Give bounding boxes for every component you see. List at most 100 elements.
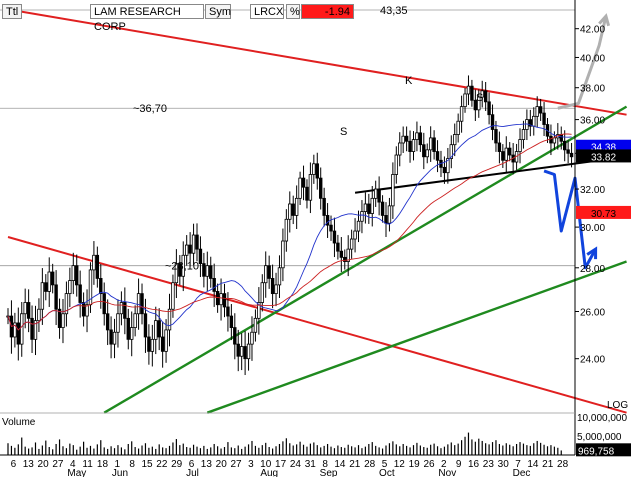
price-bar-body	[288, 203, 292, 220]
price-bar-body	[270, 278, 275, 295]
price-bar-body	[528, 119, 533, 127]
price-bar-body	[463, 93, 467, 108]
price-bar-body	[212, 278, 216, 292]
price-bar-body	[119, 302, 124, 315]
volume-tick-label: 5,000,000	[577, 432, 622, 443]
price-bar-body	[329, 224, 333, 232]
chart-annotation: K	[405, 75, 413, 87]
price-bar-body	[184, 244, 189, 256]
x-day-label: 29	[171, 459, 183, 470]
price-bar-body	[260, 282, 264, 303]
y-tick-label: 28.00	[580, 264, 605, 275]
price-bar-body	[178, 263, 182, 277]
volume-tick-label: 10,000,000	[577, 413, 627, 424]
x-month-label: Sep	[320, 468, 338, 477]
y-tick-label: 30.00	[580, 223, 605, 234]
price-bar-body	[387, 205, 392, 224]
price-bar-body	[126, 317, 130, 340]
price-bar-body	[532, 115, 536, 127]
price-bar-body	[147, 336, 151, 352]
price-bar-body	[542, 112, 546, 125]
sma-slow-line	[7, 133, 572, 331]
x-day-label: 4	[70, 459, 76, 470]
price-bar-body	[222, 293, 227, 308]
x-day-label: 8	[322, 459, 328, 470]
price-bar-body	[343, 256, 347, 262]
x-month-label: May	[67, 468, 86, 477]
x-day-label: 14	[527, 459, 539, 470]
chart-annotation: S	[340, 126, 347, 138]
price-bar-body	[453, 134, 457, 146]
x-day-label: 26	[423, 459, 435, 470]
price-bar-body	[501, 151, 505, 161]
price-bar-body	[236, 343, 240, 357]
price-bar-body	[171, 282, 175, 310]
projection-arrowhead	[586, 246, 598, 260]
x-day-label: 27	[52, 459, 64, 470]
price-bar-body	[508, 147, 512, 156]
price-bar-body	[291, 203, 295, 216]
price-bar-body	[102, 293, 106, 315]
price-bar-body	[466, 85, 471, 95]
x-day-label: 27	[230, 459, 242, 470]
price-bar-body	[257, 302, 261, 319]
x-day-label: 14	[334, 459, 346, 470]
company-name-field[interactable]: LAM RESEARCH CORP	[90, 4, 204, 33]
y-tick-label: 38.00	[580, 84, 605, 95]
price-bar-body	[26, 302, 31, 319]
price-bar-body	[191, 234, 196, 254]
price-bar-body	[360, 211, 364, 222]
price-bar-body	[494, 129, 498, 144]
price-bar-body	[250, 331, 254, 345]
price-bar-body	[130, 327, 134, 340]
x-day-label: 2	[441, 459, 447, 470]
annotation-layer: 43,35 ~36,70 ~28,10 S K S	[133, 5, 483, 273]
chart-annotation: ~28,10	[165, 261, 199, 273]
price-bar-body	[504, 147, 508, 161]
price-bar-body	[109, 329, 113, 345]
trendline	[354, 155, 627, 194]
price-bar-body	[428, 137, 433, 151]
x-day-label: 15	[141, 459, 153, 470]
price-bar-body	[78, 284, 82, 303]
x-month-label: Nov	[438, 468, 456, 477]
trendline-layer	[7, 8, 628, 414]
price-bar-body	[112, 331, 117, 345]
price-bar-body	[105, 313, 110, 331]
price-bar-body	[209, 265, 213, 279]
y-tick-label: 40.00	[580, 53, 605, 64]
price-bar-body	[394, 154, 399, 175]
x-day-label: 28	[557, 459, 569, 470]
price-bar-body	[174, 263, 179, 284]
x-day-label: 23	[483, 459, 495, 470]
price-bar-body	[487, 101, 491, 116]
price-bar-body	[456, 120, 460, 135]
price-bar-body	[277, 267, 282, 286]
price-bar-body	[401, 135, 405, 144]
price-bar-body	[33, 320, 38, 340]
chart-annotation: ~36,70	[133, 103, 167, 115]
price-bar-body	[30, 317, 34, 340]
y-tick-label: 24.00	[580, 355, 605, 366]
price-bar-body	[123, 302, 127, 319]
price-bar-body	[75, 265, 79, 286]
x-day-label: 6	[189, 459, 195, 470]
x-day-label: 1	[115, 459, 121, 470]
x-day-label: 7	[515, 459, 521, 470]
price-bar-body	[411, 139, 416, 152]
price-bar-body	[92, 254, 96, 271]
price-bar-body	[497, 142, 502, 152]
price-bar-body	[267, 265, 271, 279]
price-bar-body	[150, 338, 155, 352]
price-bar-body	[353, 230, 357, 240]
y-tick-label: 42.00	[580, 25, 605, 36]
price-bar-body	[404, 135, 409, 142]
price-bar-body	[332, 230, 337, 244]
x-day-label: 24	[290, 459, 302, 470]
price-bar-body	[274, 284, 278, 295]
price-bar-body	[325, 215, 330, 226]
symbol-field[interactable]: LRCX	[250, 4, 284, 19]
change-percent-field: -1.94	[301, 4, 354, 19]
volume-last-box	[576, 443, 631, 457]
x-day-label: 3	[248, 459, 254, 470]
